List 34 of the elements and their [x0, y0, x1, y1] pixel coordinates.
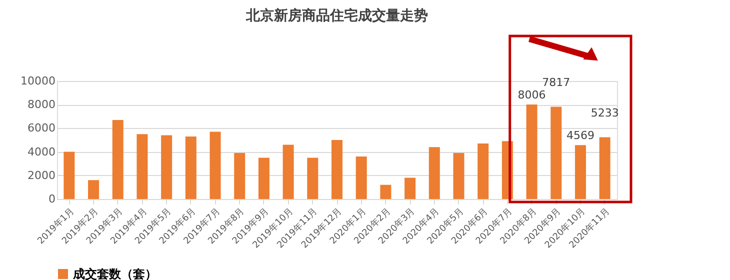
bar	[453, 152, 464, 199]
y-tick-label: 4000	[28, 145, 56, 158]
y-tick-label: 0	[48, 192, 56, 206]
bar	[210, 132, 221, 199]
y-tick-label: 6000	[28, 122, 56, 135]
y-tick-label: 10000	[20, 74, 56, 88]
bar	[526, 104, 538, 199]
bar	[356, 156, 367, 199]
bar	[258, 158, 270, 199]
legend-label: 成交套数（套）	[72, 267, 157, 280]
bar	[112, 120, 124, 199]
y-tick-label: 8000	[28, 98, 56, 112]
data-label: 4569	[566, 129, 594, 142]
bar	[428, 147, 440, 199]
bar	[234, 152, 246, 199]
bar	[282, 144, 294, 199]
bar	[332, 140, 342, 199]
data-label: 7817	[542, 76, 570, 89]
bar	[185, 136, 196, 199]
bar	[574, 145, 586, 199]
bar	[550, 106, 562, 199]
y-tick-label: 2000	[28, 168, 56, 182]
data-label: 5233	[590, 106, 619, 120]
bar	[136, 134, 148, 199]
bar	[161, 135, 172, 199]
bar	[307, 158, 318, 199]
bar	[380, 184, 392, 199]
data-label: 8006	[518, 88, 546, 102]
bar	[64, 152, 75, 199]
bar	[404, 178, 416, 199]
bar	[88, 180, 100, 199]
chart-title: 北京新房商品住宅成交量走势	[245, 6, 428, 24]
bar	[599, 137, 610, 199]
bar	[478, 144, 489, 199]
